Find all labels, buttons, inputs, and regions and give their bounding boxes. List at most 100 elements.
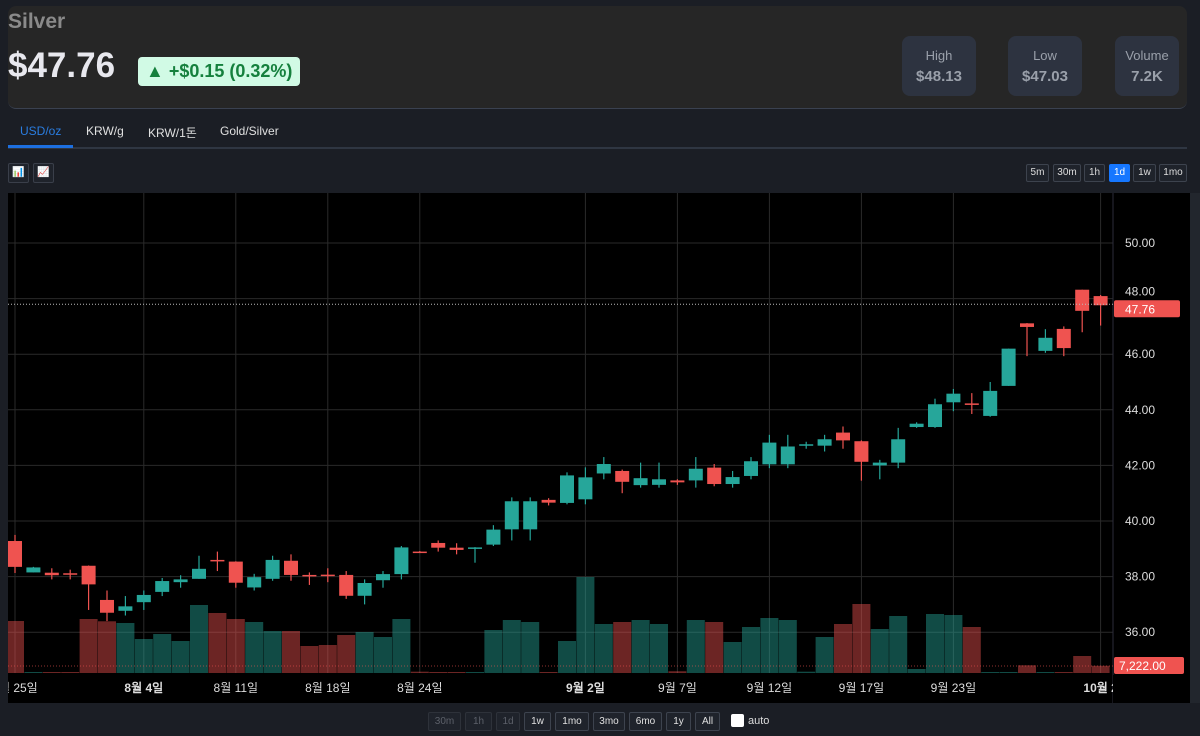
- volume-bar: [668, 671, 687, 673]
- date-tick-label: 9월 2일: [566, 680, 605, 695]
- stat-value: $48.13: [916, 68, 962, 85]
- price-tick-label: 46.00: [1125, 347, 1155, 361]
- stat-label: High: [925, 48, 953, 63]
- candle-body: [983, 390, 998, 416]
- volume-bar: [374, 637, 392, 673]
- interval-30m[interactable]: 30m: [1053, 164, 1081, 182]
- candle-body: [523, 501, 538, 530]
- candle-body: [155, 581, 170, 592]
- bar-chart-icon: 📊: [12, 167, 25, 178]
- volume-bar: [870, 629, 889, 673]
- range-1mo[interactable]: 1mo: [555, 712, 589, 731]
- tab-usd-oz[interactable]: USD/oz: [20, 124, 62, 138]
- candle-body: [909, 423, 924, 428]
- volume-bar: [263, 631, 282, 673]
- volume-bar: [208, 613, 227, 673]
- candle-body: [928, 404, 942, 428]
- candle-body: [412, 551, 427, 554]
- interval-1d[interactable]: 1d: [1109, 164, 1130, 182]
- candle-body: [118, 606, 133, 611]
- candlestick-chart[interactable]: 50.00 48.00 46.00 44.00 42.00 40.00 38.00 36.00…: [0, 193, 1190, 703]
- date-tick-label: 9월 17일: [839, 681, 884, 695]
- price-tick-label: 40.00: [1125, 514, 1155, 528]
- volume-bar: [171, 641, 190, 673]
- interval-1h[interactable]: 1h: [1084, 164, 1105, 182]
- chart-canvas[interactable]: 50.00 48.00 46.00 44.00 42.00 40.00 38.00 36.00…: [0, 193, 1190, 703]
- candle-body: [872, 462, 887, 466]
- range-1w[interactable]: 1w: [524, 712, 551, 731]
- interval-1mo[interactable]: 1mo: [1159, 164, 1187, 182]
- candle-body: [210, 559, 225, 562]
- volume-bar: [834, 624, 852, 673]
- volume-bar: [981, 672, 1000, 673]
- tab-krw-don[interactable]: KRW/1돈: [148, 126, 197, 140]
- volume-bar: [1018, 665, 1036, 673]
- candle-body: [8, 541, 22, 567]
- volume-bar: [852, 604, 871, 673]
- volume-bar: [79, 619, 98, 673]
- volume-bar: [318, 645, 337, 673]
- candle-body: [100, 599, 114, 613]
- candle-body: [1075, 289, 1090, 311]
- active-tab-indicator: [8, 145, 73, 148]
- candle-body: [44, 572, 59, 576]
- candle-body: [302, 574, 317, 577]
- volume-bar: [742, 627, 760, 673]
- stat-value: 7.2K: [1131, 68, 1163, 85]
- interval-5m[interactable]: 5m: [1026, 164, 1049, 182]
- candle-body: [964, 403, 979, 405]
- volume-bar: [778, 620, 797, 673]
- candle-body: [136, 594, 151, 603]
- candle-body: [744, 461, 758, 476]
- price-tick-label: 44.00: [1125, 403, 1155, 417]
- volume-bar: [907, 669, 926, 673]
- range-3mo[interactable]: 3mo: [593, 712, 625, 731]
- candle-body: [707, 467, 722, 485]
- volume-bar: [1073, 656, 1092, 673]
- volume-bar: [98, 621, 116, 673]
- candle-body: [431, 542, 446, 548]
- range-1h[interactable]: 1h: [465, 712, 492, 731]
- volume-bar: [558, 641, 576, 673]
- candle-body: [247, 577, 262, 588]
- line-chart-button[interactable]: 📈: [33, 163, 54, 183]
- volume-bar: [190, 605, 208, 673]
- volume-bar: [484, 630, 503, 673]
- line-chart-icon: 📈: [37, 167, 50, 178]
- volume-bar: [466, 672, 484, 673]
- volume-bar: [686, 620, 705, 673]
- axis-corner: [1113, 675, 1190, 703]
- date-tick-label: 8월 18일: [305, 681, 350, 695]
- range-1d[interactable]: 1d: [496, 712, 520, 731]
- range-1y[interactable]: 1y: [666, 712, 691, 731]
- page-scrollbar[interactable]: [1190, 193, 1200, 703]
- date-tick-label: 8월 11일: [214, 681, 259, 695]
- volume-bar: [539, 672, 558, 673]
- range-30m[interactable]: 30m: [428, 712, 461, 731]
- auto-toggle[interactable]: auto: [731, 714, 769, 727]
- candle-body: [596, 464, 611, 474]
- candle-body: [394, 547, 409, 575]
- tab-krw-g[interactable]: KRW/g: [86, 124, 124, 138]
- range-all[interactable]: All: [695, 712, 720, 731]
- candle-body: [578, 477, 593, 500]
- volume-bar: [962, 627, 981, 673]
- volume-bar: [1091, 665, 1110, 673]
- last-price-tag: [1114, 300, 1180, 318]
- tab-gold-silver[interactable]: Gold/Silver: [220, 124, 279, 138]
- volume-bar: [392, 619, 411, 673]
- bar-chart-button[interactable]: 📊: [8, 163, 29, 183]
- volume-bar: [1054, 672, 1073, 673]
- volume-bar: [337, 635, 356, 673]
- volume-bar: [226, 619, 245, 673]
- range-6mo[interactable]: 6mo: [629, 712, 662, 731]
- candle-body: [670, 480, 685, 483]
- candle-body: [376, 574, 390, 581]
- candle-body: [192, 568, 206, 579]
- interval-1w[interactable]: 1w: [1133, 164, 1156, 182]
- volume-bar: [116, 623, 135, 673]
- auto-checkbox[interactable]: [731, 714, 744, 727]
- date-tick-label: 8월 24일: [397, 681, 442, 695]
- stat-high: High $48.13: [902, 36, 976, 96]
- candle-body: [541, 499, 556, 503]
